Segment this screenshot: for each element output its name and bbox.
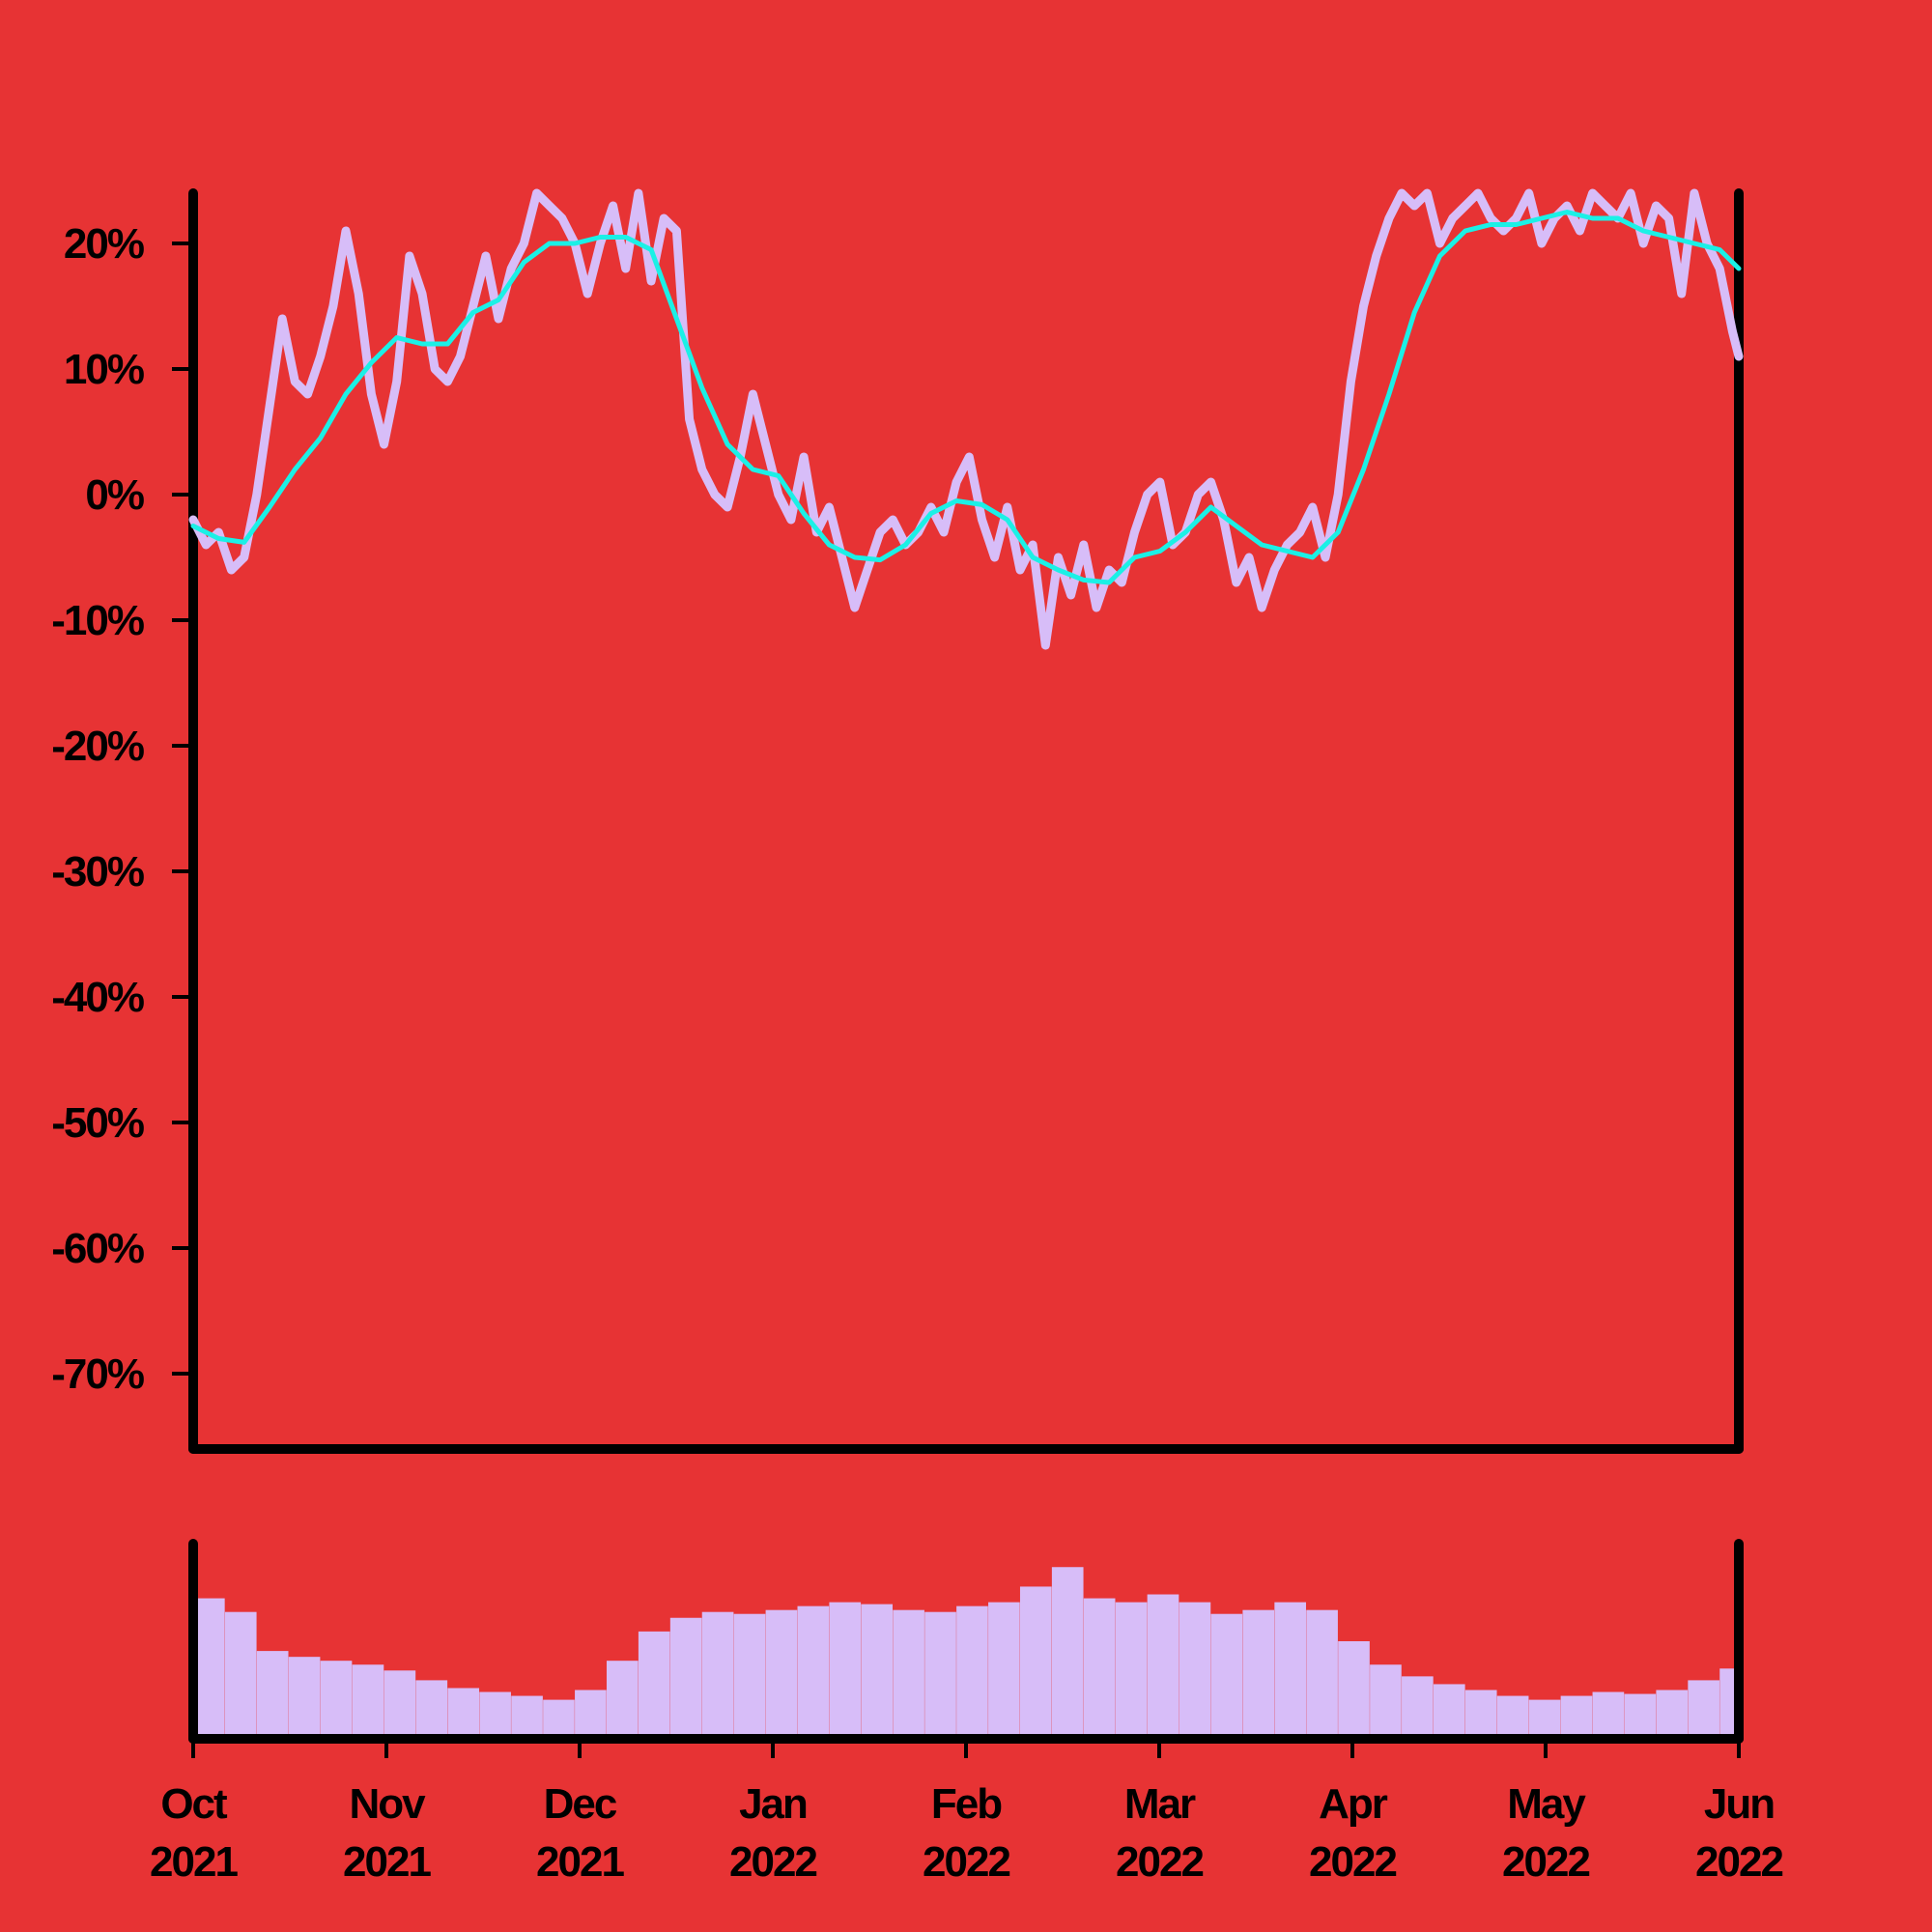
volume-bar [1306, 1609, 1338, 1739]
x-tick-label-year: 2022 [1116, 1838, 1203, 1886]
y-tick-label: -50% [51, 1099, 144, 1147]
volume-bar [1402, 1676, 1434, 1739]
x-tick-label-month: Dec [544, 1780, 617, 1828]
volume-bar [988, 1602, 1020, 1739]
x-axis: Oct 2021 Nov 2021 Dec 2021 Jan 2022 Feb 2022 Mar 20… [150, 1739, 1784, 1886]
volume-bar [1624, 1693, 1657, 1739]
x-tick-label-year: 2022 [729, 1838, 816, 1886]
volume-bar [1083, 1598, 1116, 1739]
volume-bar [479, 1691, 511, 1739]
y-tick-label: 20% [64, 220, 144, 268]
y-tick-label: -40% [51, 974, 144, 1021]
volume-bar [1688, 1680, 1719, 1739]
x-tick-label-year: 2021 [536, 1838, 624, 1886]
volume-bar [193, 1598, 225, 1739]
volume-bar [511, 1695, 543, 1739]
y-tick-label: 0% [85, 471, 143, 519]
volume-bar [1656, 1690, 1689, 1739]
x-tick-label-year: 2021 [343, 1838, 431, 1886]
price-panel: 20% 10% 0% -10% -20% -30% -40% -50% -60% -70% [51, 188, 1744, 1454]
volume-bar [638, 1631, 670, 1739]
volume-bar [1210, 1613, 1243, 1739]
volume-bar [1370, 1664, 1402, 1739]
volume-bar [1464, 1690, 1497, 1739]
volume-bar [1592, 1691, 1625, 1739]
volume-bar [893, 1609, 924, 1739]
volume-bar [1242, 1609, 1275, 1739]
y-tick-label: -20% [51, 723, 144, 770]
volume-bar [1560, 1695, 1593, 1739]
price-series-line [188, 188, 1744, 650]
volume-bar [543, 1699, 575, 1739]
x-tick-label-year: 2022 [923, 1838, 1009, 1886]
volume-bar [415, 1680, 448, 1739]
volume-bar [352, 1664, 384, 1739]
volume-bar [1179, 1602, 1211, 1739]
x-tick-label-month: Apr [1319, 1780, 1388, 1828]
volume-bar [606, 1661, 639, 1739]
y-tick-label: 10% [64, 346, 144, 393]
x-tick-label-month: Feb [931, 1780, 1002, 1828]
x-tick-label-month: Oct [160, 1780, 228, 1828]
volume-bar [701, 1611, 734, 1739]
x-tick-label-month: Jan [739, 1780, 807, 1828]
volume-bar [1528, 1699, 1561, 1739]
volume-bar [1051, 1567, 1084, 1739]
x-tick-label-month: Nov [349, 1780, 426, 1828]
volume-bar [224, 1611, 257, 1739]
volume-bar [797, 1605, 830, 1739]
volume-bar [1147, 1594, 1179, 1739]
volume-bar [320, 1661, 353, 1739]
volume-panel [188, 1539, 1744, 1744]
volume-bar [1019, 1586, 1052, 1739]
volume-bar [956, 1605, 988, 1739]
y-tick-label: -30% [51, 848, 144, 895]
volume-bar [829, 1602, 862, 1739]
x-tick-label-year: 2022 [1309, 1838, 1396, 1886]
volume-bar [1338, 1641, 1370, 1739]
y-tick-label: -60% [51, 1225, 144, 1272]
x-tick-label-year: 2021 [150, 1838, 238, 1886]
volume-bar [924, 1611, 956, 1739]
x-tick-label-month: Mar [1124, 1780, 1196, 1828]
volume-bar [1115, 1602, 1148, 1739]
y-tick-label: -10% [51, 597, 144, 644]
y-tick-label: -70% [51, 1350, 144, 1398]
volume-bar [288, 1657, 321, 1739]
volume-bar [256, 1651, 289, 1739]
volume-bar [384, 1670, 416, 1739]
x-tick-label-year: 2022 [1695, 1838, 1782, 1886]
volume-bar [575, 1690, 607, 1739]
volume-bar [1274, 1602, 1306, 1739]
x-tick-label-month: Jun [1704, 1780, 1774, 1828]
volume-bar [669, 1617, 702, 1739]
moving-average-series-line [190, 210, 1742, 585]
volume-bar [1433, 1684, 1465, 1739]
x-tick-label-month: May [1507, 1780, 1586, 1828]
volume-bar [765, 1609, 798, 1739]
volume-bar [1496, 1695, 1529, 1739]
volume-bar [447, 1688, 480, 1739]
volume-bar [861, 1604, 894, 1739]
x-tick-label-year: 2022 [1502, 1838, 1589, 1886]
volume-bar [733, 1613, 766, 1739]
